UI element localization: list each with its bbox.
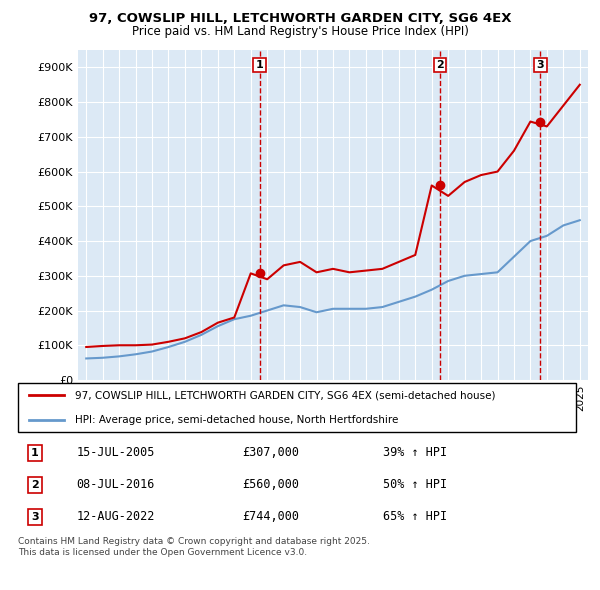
Text: 3: 3 xyxy=(31,512,39,522)
Text: 3: 3 xyxy=(536,60,544,70)
Text: HPI: Average price, semi-detached house, North Hertfordshire: HPI: Average price, semi-detached house,… xyxy=(76,415,399,425)
Text: Price paid vs. HM Land Registry's House Price Index (HPI): Price paid vs. HM Land Registry's House … xyxy=(131,25,469,38)
Text: 97, COWSLIP HILL, LETCHWORTH GARDEN CITY, SG6 4EX (semi-detached house): 97, COWSLIP HILL, LETCHWORTH GARDEN CITY… xyxy=(76,391,496,401)
Text: Contains HM Land Registry data © Crown copyright and database right 2025.
This d: Contains HM Land Registry data © Crown c… xyxy=(18,537,370,556)
Text: 1: 1 xyxy=(256,60,263,70)
Text: 15-JUL-2005: 15-JUL-2005 xyxy=(76,447,155,460)
Text: 08-JUL-2016: 08-JUL-2016 xyxy=(76,478,155,491)
Text: 2: 2 xyxy=(436,60,444,70)
Text: 39% ↑ HPI: 39% ↑ HPI xyxy=(383,447,447,460)
Text: 50% ↑ HPI: 50% ↑ HPI xyxy=(383,478,447,491)
Text: £307,000: £307,000 xyxy=(242,447,300,460)
Text: £744,000: £744,000 xyxy=(242,510,300,523)
Text: 97, COWSLIP HILL, LETCHWORTH GARDEN CITY, SG6 4EX: 97, COWSLIP HILL, LETCHWORTH GARDEN CITY… xyxy=(89,12,511,25)
Text: £560,000: £560,000 xyxy=(242,478,300,491)
FancyBboxPatch shape xyxy=(18,383,577,432)
Text: 1: 1 xyxy=(31,448,39,458)
Text: 65% ↑ HPI: 65% ↑ HPI xyxy=(383,510,447,523)
Text: 12-AUG-2022: 12-AUG-2022 xyxy=(76,510,155,523)
Text: 2: 2 xyxy=(31,480,39,490)
